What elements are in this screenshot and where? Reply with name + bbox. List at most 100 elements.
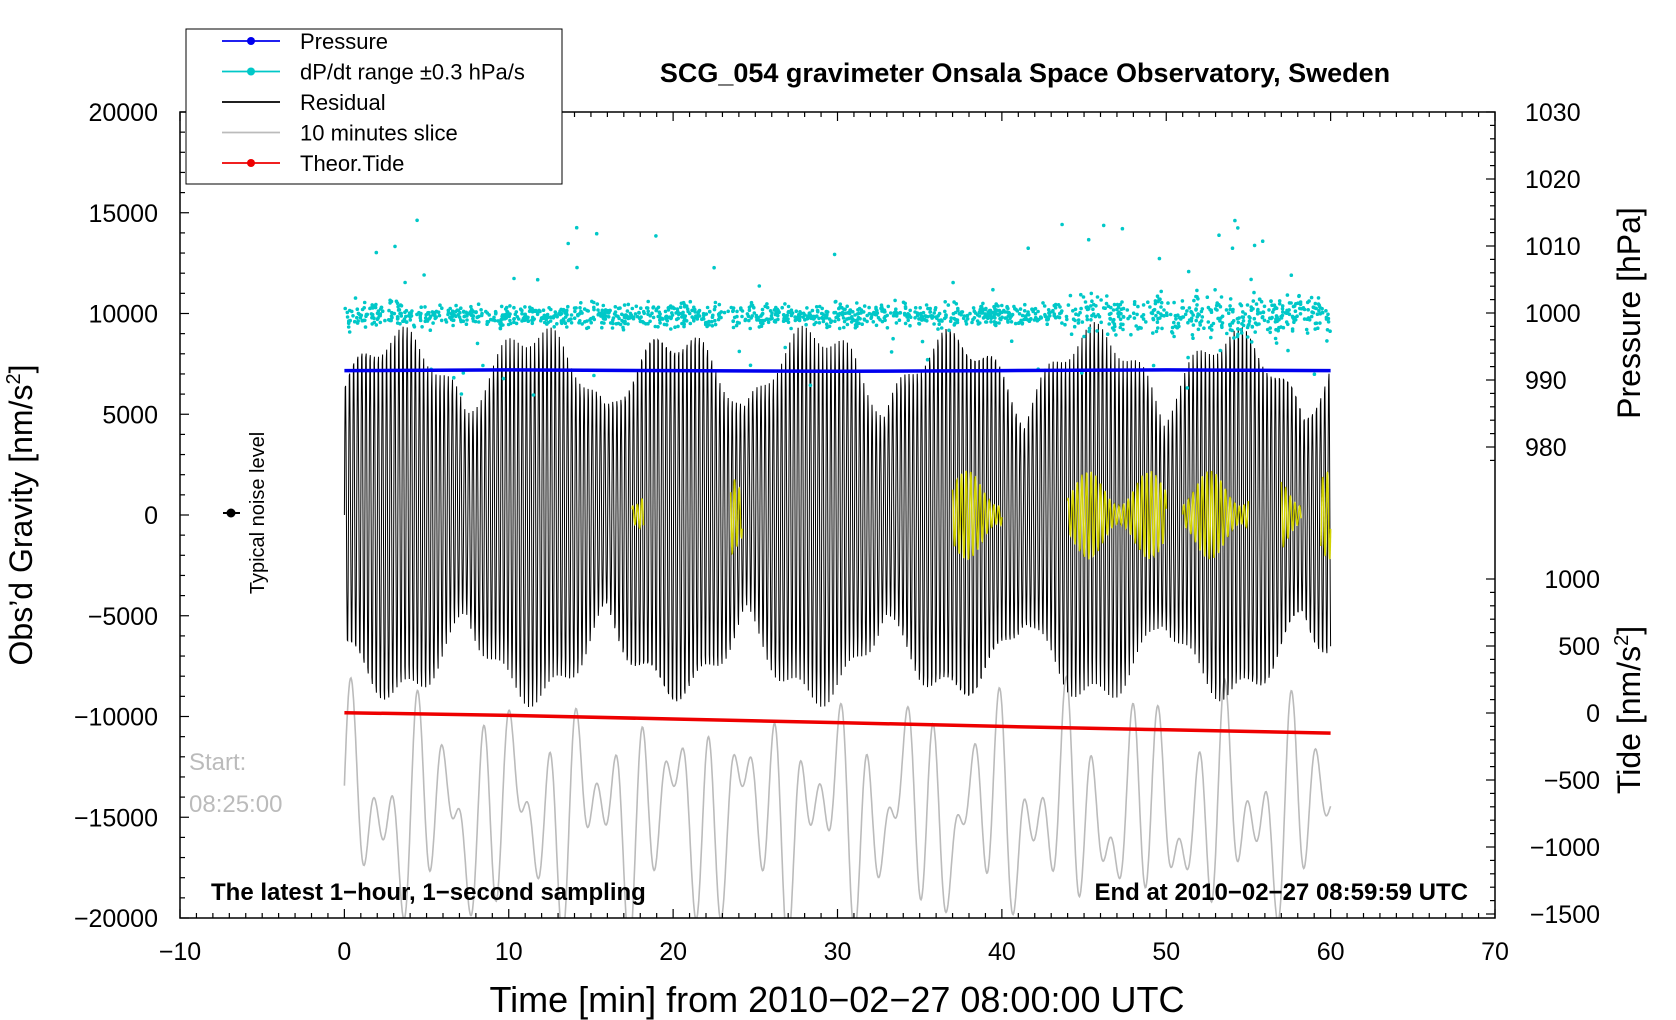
dpdt-point [1093, 314, 1098, 319]
dpdt-point [1316, 326, 1320, 331]
dpdt-point [415, 218, 419, 223]
dpdt-point [920, 318, 924, 322]
y-tick-label: 5000 [102, 401, 158, 429]
dpdt-point [616, 306, 621, 311]
dpdt-series [343, 218, 1332, 397]
dpdt-point [600, 308, 605, 313]
dpdt-point [1073, 307, 1078, 312]
dpdt-point [1309, 314, 1314, 319]
dpdt-point [404, 314, 408, 319]
dpdt-point [1260, 315, 1265, 319]
dpdt-point [785, 313, 790, 318]
y-axis-label-left-main: Obs’d Gravity [nm/s [3, 385, 39, 666]
dpdt-point [717, 311, 722, 316]
dpdt-point [1053, 305, 1058, 310]
dpdt-point [461, 319, 466, 324]
dpdt-point [596, 308, 600, 312]
dpdt-point [874, 312, 878, 317]
dpdt-point [1085, 314, 1089, 319]
dpdt-point [423, 305, 427, 309]
dpdt-point [507, 314, 511, 319]
y-tick-label: 10000 [88, 301, 158, 329]
dpdt-point [1128, 314, 1132, 319]
dpdt-point [772, 319, 777, 324]
dpdt-point [1185, 309, 1189, 313]
dpdt-point [1159, 300, 1164, 305]
dpdt-point [496, 319, 500, 323]
dpdt-point [403, 280, 407, 285]
dpdt-point [1262, 318, 1267, 323]
dpdt-point [419, 305, 424, 310]
dpdt-point [933, 308, 937, 312]
residual-series [343, 322, 1332, 708]
dpdt-point [875, 308, 879, 313]
y-axis-label-left-sup: 2 [3, 373, 25, 384]
dpdt-point [709, 319, 714, 324]
dpdt-point [1205, 295, 1210, 300]
dpdt-point [749, 316, 753, 320]
dpdt-point [455, 308, 460, 313]
dpdt-point [1131, 311, 1136, 316]
dpdt-point [1239, 327, 1243, 332]
dpdt-point [1051, 309, 1055, 314]
dpdt-point [676, 316, 680, 321]
dpdt-point [846, 316, 851, 321]
dpdt-point [523, 305, 527, 309]
dpdt-point [1281, 310, 1285, 314]
dpdt-point [1158, 297, 1162, 302]
dpdt-point [932, 311, 936, 315]
dpdt-point [1268, 330, 1272, 335]
dpdt-point [712, 265, 716, 270]
dpdt-point [617, 316, 621, 321]
dpdt-point [752, 311, 757, 315]
dpdt-point [992, 311, 997, 315]
dpdt-point [1256, 307, 1260, 312]
residual-highlight-4 [1181, 470, 1250, 560]
dpdt-point [1134, 324, 1138, 328]
dpdt-point [1089, 291, 1094, 296]
dpdt-point [515, 315, 520, 319]
dpdt-point [1028, 318, 1032, 322]
dpdt-point [1210, 328, 1214, 332]
dpdt-point [690, 315, 694, 319]
dpdt-point [1218, 348, 1223, 353]
dpdt-point [1280, 306, 1285, 311]
dpdt-point [1215, 301, 1219, 305]
dpdt-point [946, 303, 951, 307]
dpdt-point [747, 305, 752, 310]
dpdt-point [749, 300, 754, 305]
dpdt-point [360, 318, 365, 323]
dpdt-point [876, 315, 881, 320]
dpdt-point [1156, 316, 1160, 321]
dpdt-point [1000, 315, 1004, 320]
dpdt-point [580, 311, 584, 315]
dpdt-point [404, 320, 409, 324]
dpdt-point [1060, 222, 1064, 227]
dpdt-point [528, 308, 533, 312]
dpdt-point [1236, 320, 1241, 325]
dpdt-point [1172, 300, 1176, 305]
dpdt-point [459, 392, 464, 396]
dpdt-point [943, 309, 947, 314]
dpdt-point [879, 303, 884, 308]
dpdt-point [589, 320, 593, 325]
dpdt-point [1033, 311, 1038, 316]
dpdt-point [646, 312, 650, 317]
dpdt-point [1298, 300, 1303, 304]
noise-level-marker: Typical noise level [223, 432, 269, 594]
dpdt-point [829, 319, 834, 323]
dpdt-point [983, 315, 988, 319]
dpdt-point [908, 308, 912, 313]
dpdt-point [555, 314, 559, 319]
dpdt-point [1121, 306, 1126, 311]
dpdt-point [1072, 324, 1077, 329]
dpdt-point [393, 244, 397, 249]
dpdt-point [726, 309, 730, 314]
dpdt-point [1157, 256, 1162, 261]
dpdt-point [1089, 304, 1093, 308]
dpdt-point [867, 311, 872, 316]
dpdt-point [378, 320, 383, 325]
tide-tick-label: 0 [1586, 700, 1600, 728]
dpdt-point [707, 319, 711, 324]
dpdt-point [992, 320, 997, 324]
